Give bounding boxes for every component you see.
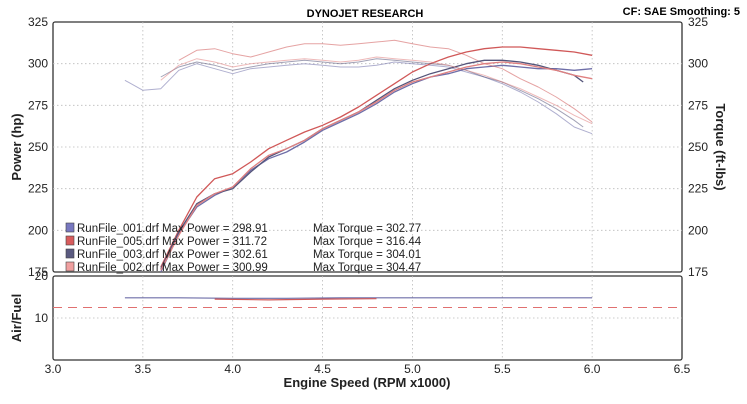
power-line-RunFile_003.drf [160,59,584,269]
settings-label: CF: SAE Smoothing: 5 [623,6,740,18]
legend-swatch [65,235,75,246]
afr-line-RunFile_005.drf [214,298,377,301]
afr-axis-label: Air/Fuel [9,294,24,342]
rpm-tick-label: 6.5 [674,362,691,376]
legend-torque-label: Max Torque = 302.77 [313,223,421,235]
torque-axis-ticks: 175 200 225 250 275 300 325 [688,15,708,279]
rpm-tick-label: 4.5 [314,362,331,376]
power-line-RunFile_002.drf [160,61,593,271]
rpm-tick-label: 3.0 [45,362,62,376]
legend-swatch [65,261,75,272]
afr-tick-label: 20 [35,269,49,283]
torque-tick-label: 275 [688,98,708,112]
power-axis-ticks: 175 200 225 250 275 300 325 [28,15,48,279]
rpm-tick-label: 4.0 [224,362,241,376]
torque-line-RunFile_005.drf [178,39,593,123]
torque-axis-label: Torque (ft-lbs) [713,103,728,190]
legend-torque-label: Max Torque = 316.44 [313,236,422,248]
x-axis-label: Engine Speed (RPM x1000) [284,375,451,390]
rpm-tick-label: 3.5 [135,362,152,376]
torque-line-RunFile_002.drf [160,56,593,125]
legend: RunFile_001.drf Max Power = 298.91 Max To… [65,222,422,274]
power-tick-label: 325 [28,15,48,29]
power-tick-label: 250 [28,140,48,154]
power-tick-label: 175 [28,265,48,279]
chart-title: DYNOJET RESEARCH [307,8,424,20]
legend-label: RunFile_002.drf Max Power = 300.99 [77,262,268,274]
rpm-tick-label: 5.5 [494,362,511,376]
torque-line-RunFile_003.drf [160,58,584,128]
afr-tick-label: 10 [35,311,49,325]
rpm-tick-label: 5.0 [404,362,421,376]
main-grid [53,22,682,272]
legend-label: RunFile_005.drf Max Power = 311.72 [77,236,267,248]
power-tick-label: 275 [28,98,48,112]
afr-line-RunFile_001.drf [124,297,593,299]
torque-tick-label: 225 [688,182,708,196]
rpm-tick-label: 6.0 [584,362,601,376]
legend-swatch [65,248,75,259]
afr-axis-ticks: 10 20 [35,269,49,325]
legend-torque-label: Max Torque = 304.47 [313,262,421,274]
torque-line-RunFile_001.drf [124,61,593,135]
main-series-lines [124,39,593,273]
power-tick-label: 225 [28,182,48,196]
torque-tick-label: 250 [688,140,708,154]
power-line-RunFile_005.drf [160,46,593,268]
afr-grid [53,276,682,360]
power-axis-label: Power (hp) [9,113,24,180]
legend-torque-label: Max Torque = 304.01 [313,249,421,261]
power-tick-label: 300 [28,57,48,71]
legend-swatch [65,222,75,233]
torque-tick-label: 300 [688,57,708,71]
torque-tick-label: 325 [688,15,708,29]
torque-tick-label: 175 [688,265,708,279]
power-tick-label: 200 [28,223,48,237]
afr-plot-frame [52,275,683,361]
torque-tick-label: 200 [688,223,708,237]
rpm-axis-ticks: 3.0 3.5 4.0 4.5 5.0 5.5 6.0 6.5 [45,362,691,376]
legend-label: RunFile_003.drf Max Power = 302.61 [77,249,268,261]
legend-label: RunFile_001.drf Max Power = 298.91 [77,223,268,235]
afr-series-lines [53,297,682,308]
